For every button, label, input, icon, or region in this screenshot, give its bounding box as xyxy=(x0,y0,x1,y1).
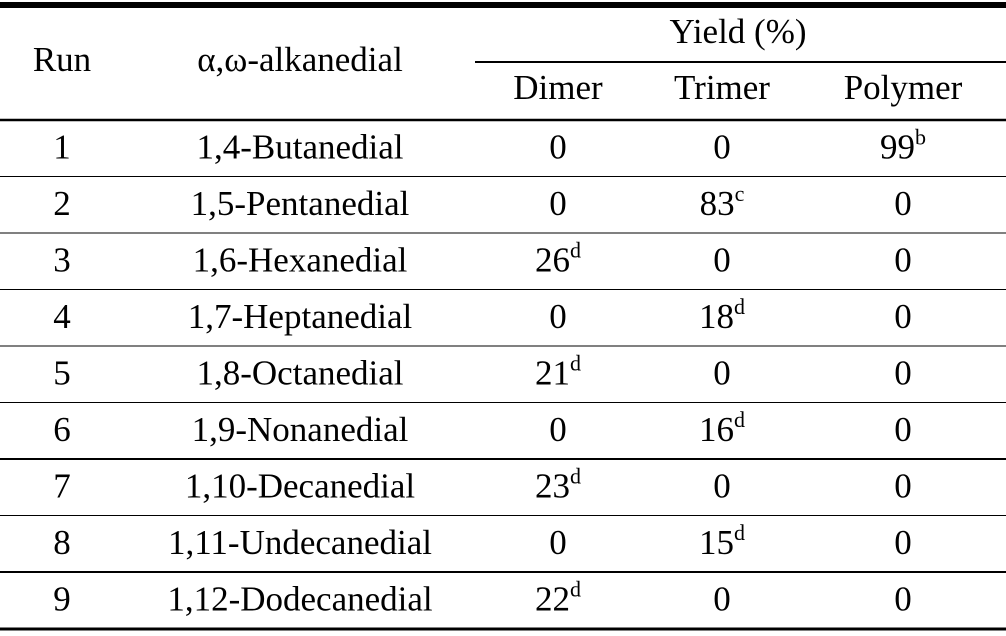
compound-cell: 1,5-Pentanedial xyxy=(191,184,410,223)
yield-value: 0 xyxy=(713,579,731,618)
yield-cell: 0 xyxy=(549,410,567,449)
yield-value: 0 xyxy=(894,297,912,336)
yield-cell: 83c xyxy=(700,181,745,223)
yield-value: 0 xyxy=(894,579,912,618)
column-header: Dimer xyxy=(513,68,603,107)
yield-value: 0 xyxy=(894,184,912,223)
yield-cell: 0 xyxy=(894,240,912,279)
yield-value: 0 xyxy=(713,353,731,392)
run-cell: 6 xyxy=(53,410,71,449)
yield-value: 0 xyxy=(894,466,912,505)
footnote-mark: d xyxy=(570,237,581,262)
yield-value: 0 xyxy=(549,127,567,166)
run-cell: 7 xyxy=(53,466,71,505)
footnote-mark: d xyxy=(570,350,581,375)
yield-value: 15 xyxy=(699,523,734,562)
yield-cell: 0 xyxy=(713,353,731,392)
yield-cell: 0 xyxy=(713,240,731,279)
run-cell: 2 xyxy=(53,184,71,223)
yield-value: 23 xyxy=(535,466,570,505)
yield-cell: 0 xyxy=(894,410,912,449)
yield-cell: 0 xyxy=(549,127,567,166)
footnote-mark: d xyxy=(570,576,581,601)
yield-value: 0 xyxy=(894,353,912,392)
yield-cell: 0 xyxy=(894,297,912,336)
compound-cell: 1,10-Decanedial xyxy=(185,466,416,505)
compound-cell: 1,11-Undecanedial xyxy=(168,523,432,562)
header-run: Run xyxy=(33,40,91,79)
yield-cell: 0 xyxy=(713,466,731,505)
yield-cell: 0 xyxy=(894,466,912,505)
footnote-mark: d xyxy=(734,294,745,319)
yield-cell: 21d xyxy=(535,350,581,392)
yield-cell: 0 xyxy=(894,184,912,223)
yield-cell: 0 xyxy=(549,297,567,336)
yield-value: 22 xyxy=(535,579,570,618)
column-header: Polymer xyxy=(844,68,963,107)
yield-cell: 0 xyxy=(894,523,912,562)
yield-value: 83 xyxy=(700,184,735,223)
yield-value: 0 xyxy=(894,523,912,562)
yield-value: 16 xyxy=(699,410,734,449)
compound-cell: 1,8-Octanedial xyxy=(197,353,404,392)
yield-cell: 23d xyxy=(535,463,581,505)
run-cell: 9 xyxy=(53,579,71,618)
footnote-mark: d xyxy=(734,520,745,545)
yield-cell: 16d xyxy=(699,407,745,449)
compound-cell: 1,6-Hexanedial xyxy=(193,240,408,279)
footnote-mark: c xyxy=(735,181,745,206)
yield-value: 0 xyxy=(713,466,731,505)
yield-cell: 0 xyxy=(549,523,567,562)
yield-cell: 0 xyxy=(713,127,731,166)
yield-cell: 15d xyxy=(699,520,745,562)
yield-cell: 0 xyxy=(894,579,912,618)
compound-cell: 1,9-Nonanedial xyxy=(192,410,409,449)
yield-value: 0 xyxy=(549,410,567,449)
yield-value: 0 xyxy=(894,240,912,279)
run-cell: 8 xyxy=(53,523,71,562)
yield-value: 0 xyxy=(713,127,731,166)
yield-value: 0 xyxy=(549,523,567,562)
yield-value: 0 xyxy=(549,297,567,336)
yield-value: 0 xyxy=(894,410,912,449)
yield-cell: 22d xyxy=(535,576,581,618)
footnote-mark: d xyxy=(570,463,581,488)
yield-cell: 0 xyxy=(894,353,912,392)
yield-cell: 0 xyxy=(713,579,731,618)
run-cell: 1 xyxy=(53,127,71,166)
yield-value: 0 xyxy=(713,240,731,279)
run-cell: 3 xyxy=(53,240,71,279)
header-group: Yield (%) xyxy=(669,12,806,51)
yield-value: 0 xyxy=(549,184,567,223)
footnote-mark: d xyxy=(734,407,745,432)
header-compound: α,ω-alkanedial xyxy=(197,40,403,79)
yield-value: 18 xyxy=(699,297,734,336)
column-header: Trimer xyxy=(674,68,770,107)
yield-cell: 99b xyxy=(880,124,926,166)
yield-value: 99 xyxy=(880,127,915,166)
run-cell: 5 xyxy=(53,353,71,392)
yield-value: 26 xyxy=(535,240,570,279)
run-cell: 4 xyxy=(53,297,71,336)
yield-cell: 0 xyxy=(549,184,567,223)
compound-cell: 1,4-Butanedial xyxy=(196,127,403,166)
compound-cell: 1,12-Dodecanedial xyxy=(167,579,433,618)
yield-cell: 18d xyxy=(699,294,745,336)
footnote-mark: b xyxy=(915,124,926,149)
yield-cell: 26d xyxy=(535,237,581,279)
yield-value: 21 xyxy=(535,353,570,392)
compound-cell: 1,7-Heptanedial xyxy=(188,297,413,336)
